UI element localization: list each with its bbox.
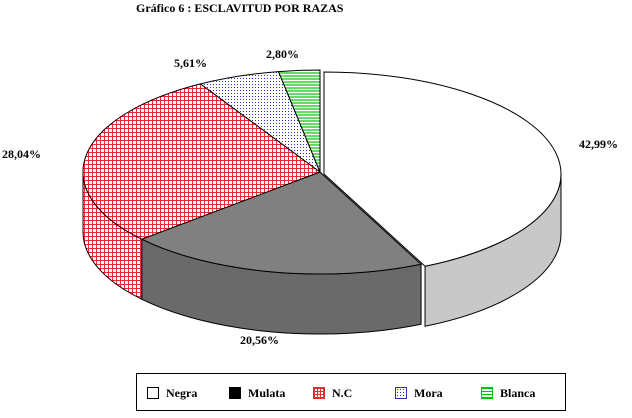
pie-slice-extra xyxy=(140,171,423,275)
legend-item-nc: N.C xyxy=(313,386,352,400)
legend-item-mora: Mora xyxy=(395,386,443,400)
legend-label: Blanca xyxy=(500,385,536,400)
legend-item-blanca: Blanca xyxy=(481,386,535,400)
legend-item-negra: Negra xyxy=(147,386,197,400)
pie-labels: 42,99% 20,56% 28,04% 5,61% 2,80% xyxy=(2,47,618,347)
pie-slices xyxy=(82,69,562,335)
pie-label-mora: 5,61% xyxy=(174,56,207,70)
pie-label-negra: 42,99% xyxy=(579,137,618,151)
legend-label: N.C xyxy=(332,385,353,400)
pie-label-blanca: 2,80% xyxy=(266,47,299,61)
chart-legend: Negra Mulata N.C Mora Blanca xyxy=(136,373,566,411)
legend-swatch xyxy=(229,387,241,399)
legend-swatch xyxy=(481,387,493,399)
chart-title: Gráfico 6 : ESCLAVITUD POR RAZAS xyxy=(136,1,344,15)
legend-swatch xyxy=(313,387,325,399)
pie-label-extra: 20,56% xyxy=(240,333,279,347)
legend-label: Negra xyxy=(166,385,198,400)
pie-slice-nc xyxy=(82,83,322,240)
legend-swatch xyxy=(147,387,159,399)
pie-slice-blanca xyxy=(277,69,321,173)
legend-label: Mora xyxy=(414,385,443,400)
legend-swatch xyxy=(395,387,407,399)
legend-label: Mulata xyxy=(248,385,286,400)
pie-label-nc: 28,04% xyxy=(2,147,41,161)
legend-item-mulata: Mulata xyxy=(229,386,285,400)
pie-slice-negra xyxy=(323,71,562,267)
